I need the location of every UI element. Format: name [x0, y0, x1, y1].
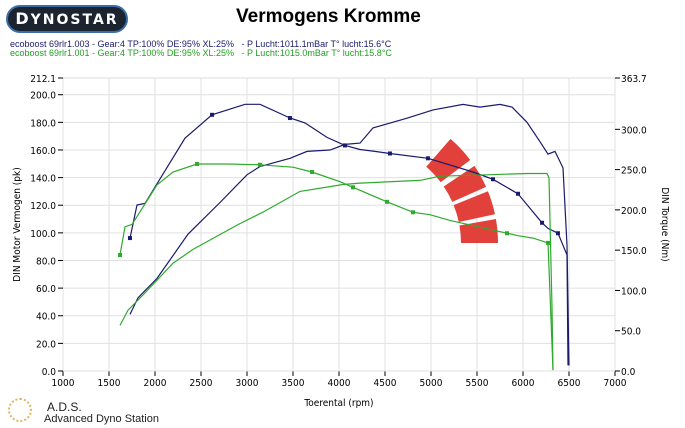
x-tick-label: 4500: [374, 378, 397, 389]
y-tick-label: 120.0: [30, 201, 56, 212]
series-003-power: [129, 103, 570, 366]
marker-001-torque: [310, 170, 315, 175]
marker-001-torque: [195, 161, 200, 166]
marker-003-torque: [540, 220, 545, 225]
watermark-logo-segment: [426, 138, 471, 183]
ads-name: Advanced Dyno Station: [44, 413, 159, 425]
legend-run-001: ecoboost 69rlr1.001 - Gear:4 TP:100% DE:…: [10, 48, 392, 58]
x-tick-label: 5000: [420, 378, 443, 389]
dynostar-logo: DYNOSTAR: [6, 5, 128, 33]
y2-tick-label: 363.7: [621, 74, 647, 85]
y-tick-label: 212.1: [30, 74, 56, 85]
marker-003-torque: [425, 156, 430, 161]
marker-001-torque: [410, 210, 415, 215]
marker-003-torque: [516, 191, 521, 196]
x-tick-label: 1500: [98, 378, 121, 389]
chart-title: Vermogens Kromme: [236, 6, 421, 27]
marker-003-torque: [287, 116, 292, 121]
series-001-torque: [119, 163, 554, 371]
y-tick-label: 160.0: [30, 146, 56, 157]
y2-tick-label: 200.0: [621, 206, 647, 217]
marker-001-torque: [350, 185, 355, 190]
marker-003-torque: [555, 231, 560, 236]
y-tick-label: 200.0: [30, 91, 56, 102]
y-tick-label: 140.0: [30, 174, 56, 185]
legend-run-003: ecoboost 69rlr1.003 - Gear:4 TP:100% DE:…: [10, 39, 392, 49]
y-tick-label: 60.0: [36, 284, 56, 295]
x-tick-label: 6500: [558, 378, 581, 389]
x-tick-label: 7000: [604, 378, 627, 389]
marker-003-torque: [127, 236, 132, 241]
ads-logo-icon: [8, 398, 32, 422]
y-tick-label: 20.0: [36, 339, 56, 350]
marker-003-torque: [491, 177, 496, 182]
y2-tick-label: 100.0: [621, 286, 647, 297]
marker-001-torque: [385, 199, 390, 204]
marker-001-torque: [118, 252, 123, 257]
marker-001-torque: [546, 240, 551, 245]
x-tick-label: 5500: [466, 378, 489, 389]
marker-003-torque: [387, 151, 392, 156]
y2-tick-label: 50.0: [621, 327, 641, 338]
y-axis-label: DIN Motor Vermogen (pk): [12, 167, 23, 281]
y2-tick-label: 0.0: [621, 367, 636, 378]
y-tick-label: 0.0: [42, 367, 57, 378]
y-tick-label: 180.0: [30, 118, 56, 129]
ads-abbr: A.D.S.: [47, 400, 82, 414]
x-tick-label: 4000: [328, 378, 351, 389]
watermark-logo-segment: [453, 191, 495, 223]
x-tick-label: 2500: [190, 378, 213, 389]
x-tick-label: 3500: [282, 378, 305, 389]
marker-003-torque: [342, 143, 347, 148]
x-tick-label: 3000: [236, 378, 259, 389]
x-tick-label: 2000: [144, 378, 167, 389]
watermark-logo-segment: [459, 219, 498, 243]
y-tick-label: 40.0: [36, 312, 56, 323]
series-001-power: [119, 172, 554, 370]
y-tick-label: 100.0: [30, 229, 56, 240]
y2-tick-label: 150.0: [621, 246, 647, 257]
x-tick-label: 6000: [512, 378, 535, 389]
x-axis-label: Toerental (rpm): [303, 398, 373, 409]
marker-001-torque: [257, 162, 262, 167]
marker-003-torque: [210, 112, 215, 117]
y2-tick-label: 250.0: [621, 166, 647, 177]
y2-axis-label: DIN Torque (Nm): [659, 187, 670, 261]
y-tick-label: 80.0: [36, 256, 56, 267]
y2-tick-label: 300.0: [621, 125, 647, 136]
x-tick-label: 1000: [52, 378, 75, 389]
marker-001-torque: [504, 231, 509, 236]
